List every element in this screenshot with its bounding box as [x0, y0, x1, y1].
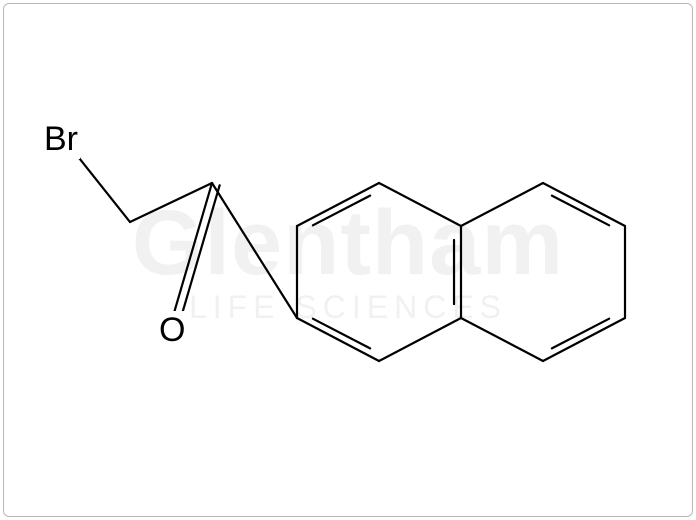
atom-label-br: Br: [42, 120, 80, 159]
atom-label-o: O: [157, 311, 187, 350]
molecule-svg: [0, 0, 696, 520]
